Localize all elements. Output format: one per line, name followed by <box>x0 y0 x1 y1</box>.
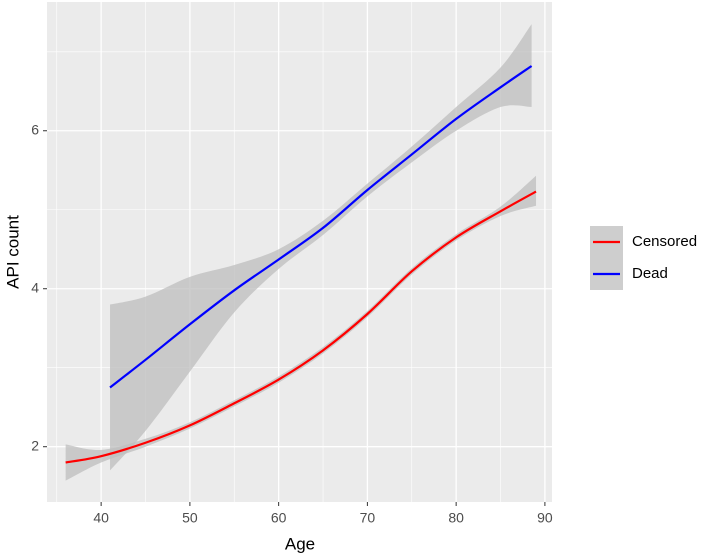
x-tick-label: 60 <box>271 510 287 526</box>
y-tick-label: 4 <box>31 279 39 295</box>
line <box>65 190 537 464</box>
x-tick-label: 50 <box>182 510 198 526</box>
legend-label: Censored <box>632 233 697 250</box>
x-tick-label: 40 <box>93 510 109 526</box>
legend-label: Dead <box>632 265 668 282</box>
y-axis-label: API count <box>3 215 22 289</box>
x-tick-label: 70 <box>360 510 376 526</box>
x-tick-label: 90 <box>537 510 553 526</box>
confidence-band <box>110 24 532 471</box>
x-axis-label: Age <box>285 534 315 553</box>
line <box>109 65 533 389</box>
y-tick-label: 6 <box>31 121 39 137</box>
x-tick-label: 80 <box>448 510 464 526</box>
y-tick-label: 2 <box>31 437 39 453</box>
